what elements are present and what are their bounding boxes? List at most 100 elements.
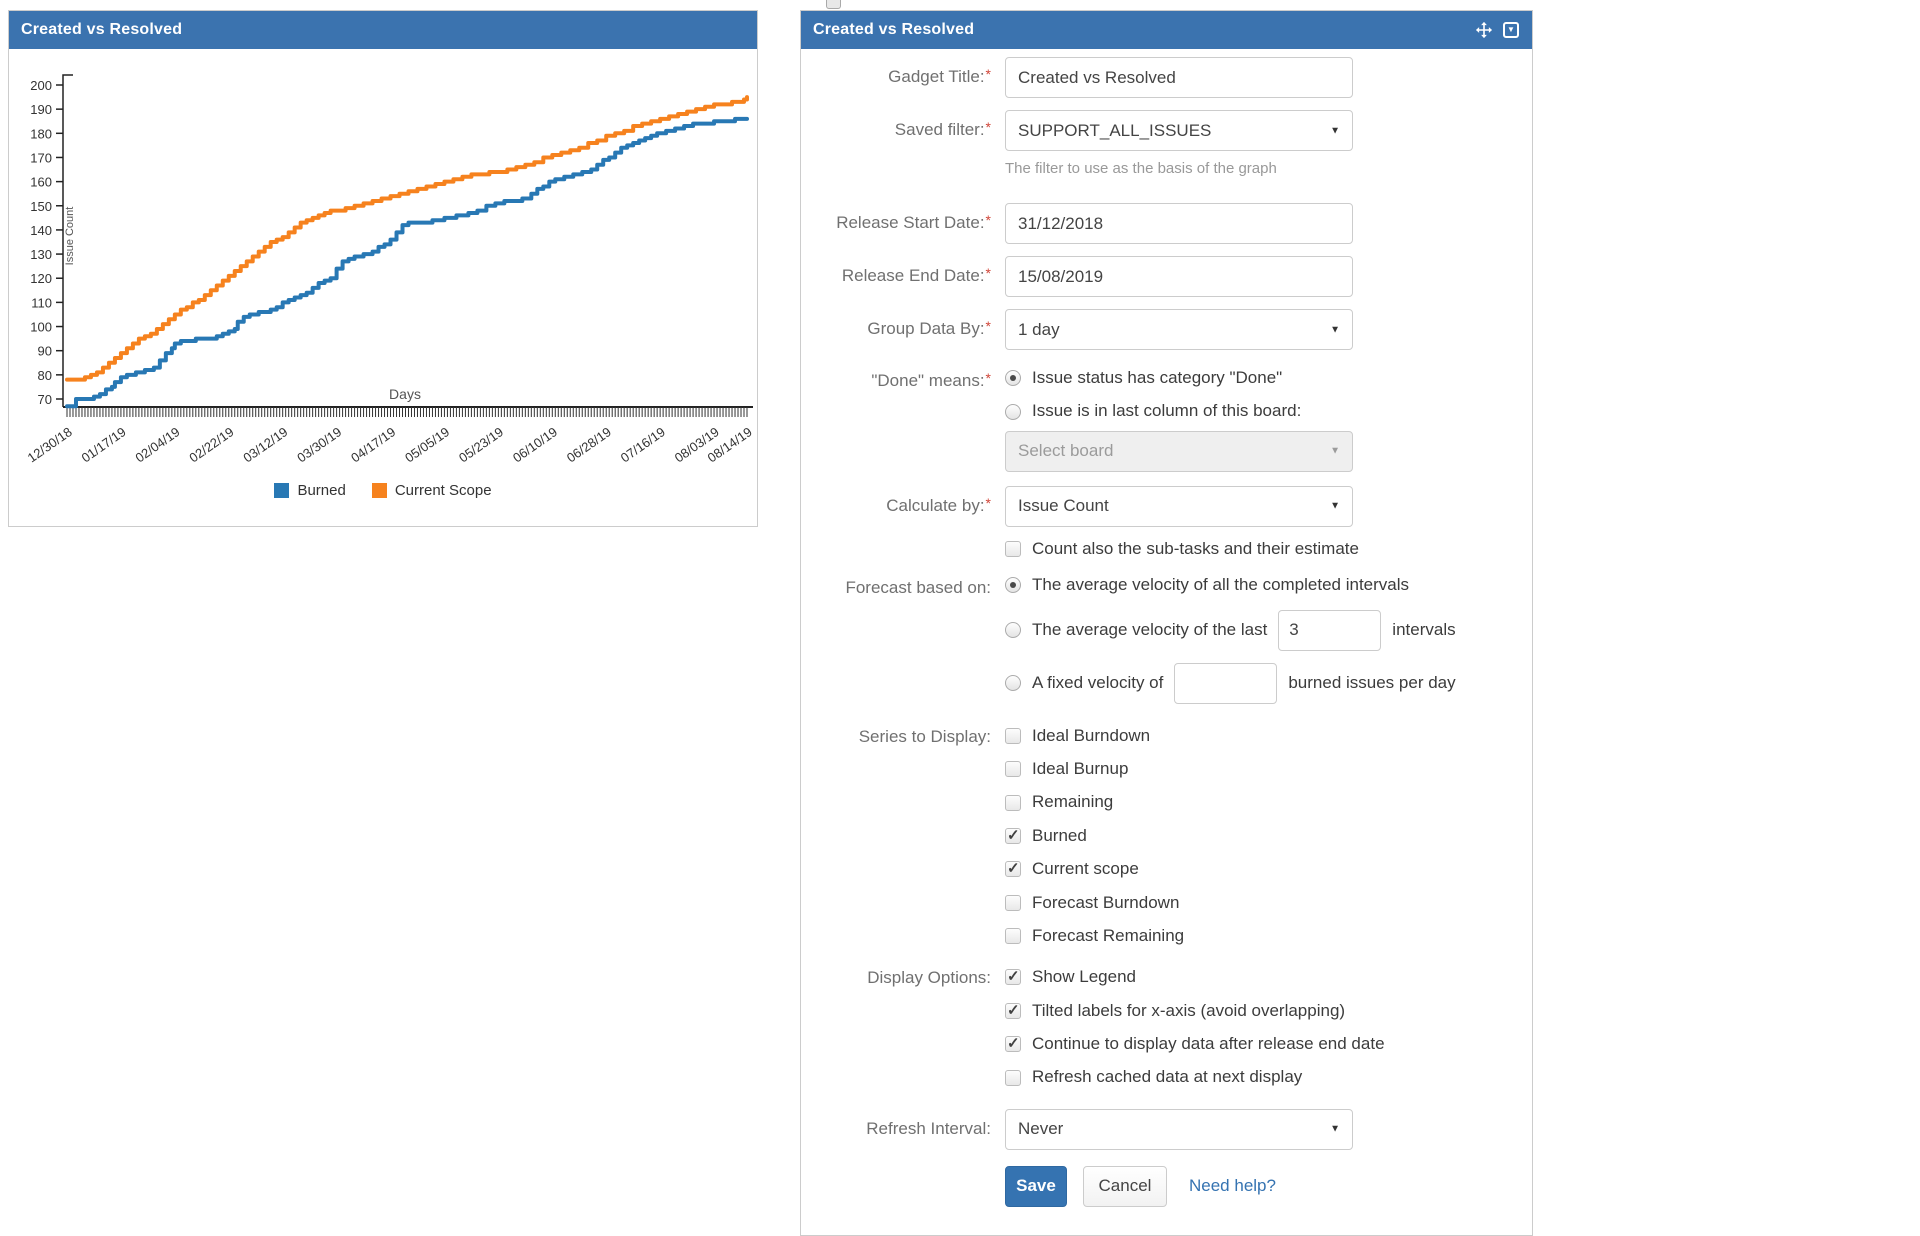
calculate-by-select[interactable]: Issue Count ▼ [1005,485,1353,527]
done-board-label[interactable]: Issue is in last column of this board: [1032,401,1302,421]
forecast-velocity-input[interactable] [1174,662,1278,704]
checkbox[interactable] [1005,794,1021,811]
checkbox[interactable] [1005,727,1021,744]
svg-text:180: 180 [30,126,52,141]
done-category-label[interactable]: Issue status has category "Done" [1032,368,1283,387]
need-help-link[interactable]: Need help? [1189,1176,1276,1196]
release-end-input[interactable] [1005,256,1353,297]
x-tick-label: 06/28/19 [564,424,614,465]
checkbox-label[interactable]: Show Legend [1032,967,1136,987]
chevron-down-icon: ▼ [1330,324,1340,335]
calculate-by-label: Calculate by: [805,486,1005,527]
chevron-down-icon: ▼ [1330,125,1340,136]
move-icon[interactable] [1475,21,1493,39]
forecast-fixed-radio[interactable] [1005,675,1021,692]
release-start-input[interactable] [1005,203,1353,244]
saved-filter-help: The filter to use as the basis of the gr… [1005,160,1277,177]
svg-text:80: 80 [38,368,52,383]
burned-swatch [274,483,290,498]
x-tick-label: 07/16/19 [618,424,668,465]
checkbox[interactable] [1005,928,1021,945]
chevron-down-icon: ▼ [1330,500,1340,512]
group-data-by-label: Group Data By: [805,309,1005,350]
legend-label: Burned [297,482,346,499]
series-burned [65,116,749,409]
gadget-title-label: Gadget Title: [805,57,1005,98]
x-axis-title: Days [389,386,421,402]
forecast-all-label[interactable]: The average velocity of all the complete… [1032,575,1410,595]
series-current-scope [65,95,749,382]
checkbox-label[interactable]: Ideal Burndown [1032,725,1151,745]
checkbox[interactable] [1005,761,1021,778]
forecast-last-radio[interactable] [1005,622,1021,639]
saved-filter-select[interactable]: SUPPORT_ALL_ISSUES ▼ [1005,110,1353,151]
chart-panel-title: Created vs Resolved [21,21,183,38]
refresh-interval-select[interactable]: Never ▼ [1005,1108,1353,1150]
legend-item-burned: Burned [274,482,346,499]
checkbox-option-row: Burned [1005,826,1516,846]
x-tick-label: 05/05/19 [402,424,452,465]
forecast-intervals-input[interactable] [1278,609,1382,651]
checkbox[interactable] [1005,1034,1021,1053]
checkbox[interactable] [1005,1069,1021,1086]
checkbox[interactable] [1005,826,1021,844]
svg-text:160: 160 [30,175,52,190]
checkbox-label[interactable]: Forecast Remaining [1032,925,1185,945]
checkbox-label[interactable]: Ideal Burnup [1032,758,1129,778]
svg-text:190: 190 [30,102,52,117]
done-board-radio[interactable] [1005,403,1021,420]
x-tick-label: 05/23/19 [456,424,506,465]
chart-legend: Burned Current Scope [9,482,757,499]
chart-panel-header: Created vs Resolved [9,11,757,49]
release-start-label: Release Start Date: [805,203,1005,244]
gadget-title-input[interactable] [1005,57,1353,98]
checkbox[interactable] [1005,1001,1021,1019]
x-tick-label: 04/17/19 [348,424,398,465]
checkbox-option-row: Ideal Burndown [1005,726,1516,746]
legend-item-current-scope: Current Scope [371,482,492,499]
x-tick-label: 02/04/19 [133,424,183,465]
chart-canvas: 70 80 90 100 110 120 130 140 150 160 170 180 190 200 1… [25,74,755,465]
created-vs-resolved-chart: 70 80 90 100 110 120 130 140 150 160 170 180 190 200 1… [9,49,757,499]
checkbox[interactable] [1005,859,1021,878]
checkbox-label[interactable]: Burned [1032,825,1087,845]
x-axis-minor-ticks [66,407,748,417]
legend-label: Current Scope [394,482,492,499]
checkbox-option-row: Ideal Burnup [1005,759,1516,779]
forecast-fixed-suffix: burned issues per day [1288,672,1456,692]
saved-filter-label: Saved filter: [805,110,1005,191]
forecast-fixed-prefix[interactable]: A fixed velocity of [1032,672,1164,692]
checkbox-label[interactable]: Current scope [1032,859,1139,879]
current-scope-swatch [371,483,387,498]
x-tick-label: 06/10/19 [510,424,560,465]
release-end-label: Release End Date: [805,256,1005,297]
display-options-label: Display Options: [867,968,991,988]
checkbox-option-row: Forecast Burndown [1005,893,1516,913]
refresh-interval-label: Refresh Interval: [866,1118,991,1138]
checkbox-label[interactable]: Continue to display data after release e… [1032,1034,1385,1054]
count-subtasks-checkbox[interactable] [1005,540,1021,557]
cancel-button[interactable]: Cancel [1083,1165,1167,1207]
checkbox-label[interactable]: Tilted labels for x-axis (avoid overlapp… [1032,1000,1346,1020]
count-subtasks-label[interactable]: Count also the sub-tasks and their estim… [1032,538,1359,558]
forecast-last-prefix[interactable]: The average velocity of the last [1032,619,1268,639]
checkbox-label[interactable]: Remaining [1032,792,1114,812]
group-data-by-select[interactable]: 1 day ▼ [1005,309,1353,350]
done-category-radio[interactable] [1005,370,1021,387]
chevron-down-icon: ▼ [1330,445,1340,457]
config-panel-title: Created vs Resolved [813,21,975,38]
forecast-all-radio[interactable] [1005,577,1021,594]
checkbox-label[interactable]: Refresh cached data at next display [1032,1067,1303,1087]
board-select[interactable]: Select board ▼ [1005,430,1353,472]
checkbox-label[interactable]: Forecast Burndown [1032,892,1180,912]
x-tick-label: 02/22/19 [186,424,236,465]
y-axis [62,74,73,407]
checkbox-option-row: Forecast Remaining [1005,926,1516,946]
checkbox[interactable] [1005,894,1021,911]
gadget-menu-icon[interactable]: ▼ [1502,21,1520,39]
forecast-last-suffix: intervals [1392,619,1456,639]
svg-text:200: 200 [30,78,52,93]
checkbox[interactable] [1005,967,1021,986]
checkbox-option-row: Remaining [1005,792,1516,812]
save-button[interactable]: Save [1005,1165,1067,1207]
